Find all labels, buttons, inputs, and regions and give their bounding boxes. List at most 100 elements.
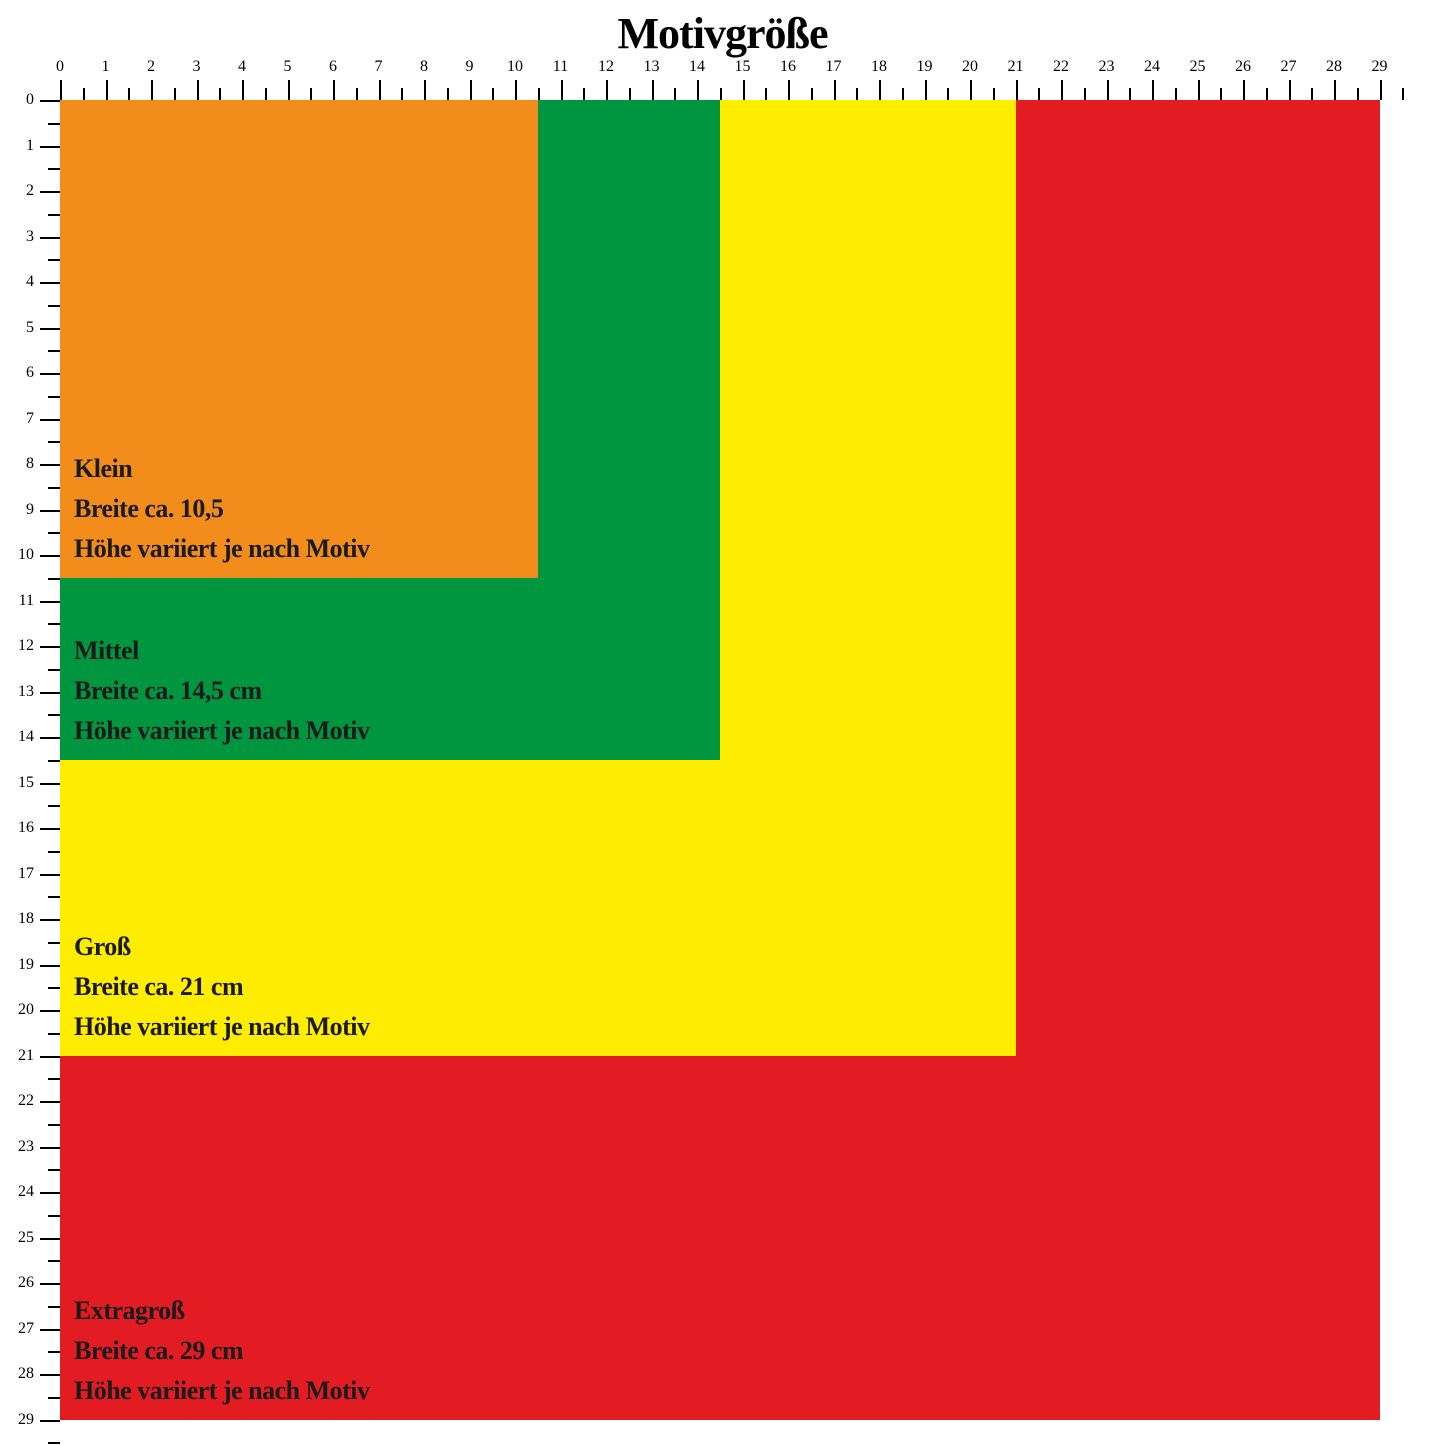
tick-v-major [40,874,60,876]
ruler-vertical: 0123456789101112131415161718192021222324… [0,100,60,1445]
tick-v-major [40,1374,60,1376]
tick-h-minor [219,88,221,100]
size-name: Extragroß [74,1291,370,1331]
tick-v-minor [48,168,60,170]
tick-v-minor [48,760,60,762]
tick-h-major [151,80,153,100]
tick-v-major [40,737,60,739]
tick-h-major [606,80,608,100]
tick-h-minor [356,88,358,100]
page-title: Motivgröße [0,8,1445,59]
tick-h-label: 26 [1235,58,1251,76]
tick-h-minor [947,88,949,100]
tick-h-major [1243,80,1245,100]
tick-v-major [40,1283,60,1285]
tick-v-label: 23 [0,1138,34,1156]
tick-h-minor [174,88,176,100]
tick-v-minor [48,1306,60,1308]
tick-h-minor [1084,88,1086,100]
tick-v-major [40,783,60,785]
tick-v-label: 8 [0,455,34,473]
tick-h-label: 16 [780,58,796,76]
size-name: Mittel [74,631,370,671]
tick-h-major [1016,80,1018,100]
tick-h-label: 19 [917,58,933,76]
tick-h-minor [401,88,403,100]
tick-h-label: 11 [553,58,568,76]
size-width: Breite ca. 14,5 cm [74,671,370,711]
tick-h-label: 5 [284,58,292,76]
tick-h-label: 13 [644,58,660,76]
tick-v-minor [48,1124,60,1126]
tick-v-major [40,191,60,193]
tick-h-major [1198,80,1200,100]
tick-h-label: 22 [1053,58,1069,76]
tick-h-major [697,80,699,100]
tick-h-minor [310,88,312,100]
size-height: Höhe variiert je nach Motiv [74,529,370,569]
tick-v-minor [48,669,60,671]
tick-h-minor [447,88,449,100]
tick-h-label: 3 [193,58,201,76]
tick-v-major [40,828,60,830]
tick-v-label: 25 [0,1229,34,1247]
tick-h-minor [1357,88,1359,100]
tick-v-major [40,373,60,375]
tick-v-major [40,692,60,694]
tick-v-major [40,100,60,102]
tick-v-label: 3 [0,228,34,246]
tick-h-minor [1038,88,1040,100]
tick-h-label: 0 [56,58,64,76]
tick-v-label: 26 [0,1274,34,1292]
tick-v-major [40,282,60,284]
tick-h-major [1107,80,1109,100]
tick-h-label: 15 [735,58,751,76]
tick-h-minor [538,88,540,100]
tick-h-major [561,80,563,100]
tick-h-minor [765,88,767,100]
tick-v-label: 21 [0,1047,34,1065]
tick-h-major [1380,80,1382,100]
tick-v-major [40,919,60,921]
tick-h-major [834,80,836,100]
tick-v-label: 27 [0,1320,34,1338]
tick-h-label: 14 [689,58,705,76]
tick-v-label: 29 [0,1411,34,1429]
tick-v-label: 9 [0,501,34,519]
tick-h-minor [993,88,995,100]
tick-h-major [652,80,654,100]
tick-v-major [40,555,60,557]
tick-v-label: 13 [0,683,34,701]
size-width: Breite ca. 10,5 [74,489,370,529]
tick-h-minor [720,88,722,100]
tick-h-minor [265,88,267,100]
tick-h-major [242,80,244,100]
tick-v-minor [48,214,60,216]
tick-v-major [40,237,60,239]
tick-v-minor [48,1351,60,1353]
tick-h-minor [583,88,585,100]
size-rect-label-gross: GroßBreite ca. 21 cmHöhe variiert je nac… [74,927,370,1048]
tick-v-minor [48,350,60,352]
tick-h-label: 9 [466,58,474,76]
tick-v-major [40,965,60,967]
tick-h-major [788,80,790,100]
tick-v-label: 7 [0,410,34,428]
size-rect-label-klein: KleinBreite ca. 10,5Höhe variiert je nac… [74,449,370,570]
tick-v-major [40,1056,60,1058]
tick-h-major [106,80,108,100]
tick-v-minor [48,532,60,534]
tick-v-minor [48,396,60,398]
tick-h-label: 28 [1326,58,1342,76]
tick-v-major [40,464,60,466]
tick-h-minor [1402,88,1404,100]
tick-v-minor [48,987,60,989]
tick-h-major [470,80,472,100]
tick-v-minor [48,305,60,307]
tick-h-label: 7 [375,58,383,76]
tick-v-major [40,1329,60,1331]
tick-h-minor [1175,88,1177,100]
tick-h-label: 17 [826,58,842,76]
size-rect-klein: KleinBreite ca. 10,5Höhe variiert je nac… [60,100,538,578]
size-height: Höhe variiert je nach Motiv [74,1007,370,1047]
